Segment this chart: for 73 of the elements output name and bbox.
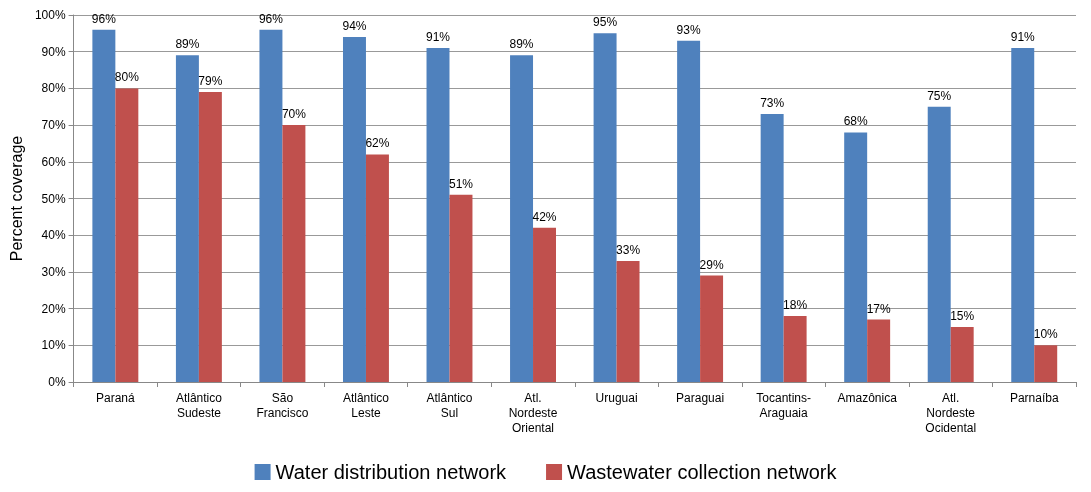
y-tick-label: 100% (34, 8, 66, 22)
data-label: 95% (593, 15, 618, 30)
bar (449, 194, 473, 382)
y-tick-label: 60% (41, 154, 66, 169)
data-label: 93% (676, 22, 701, 37)
bar (950, 326, 974, 382)
data-label: 89% (509, 37, 534, 52)
data-label: 80% (114, 70, 140, 85)
bar (616, 260, 640, 382)
y-axis-title: Percent coverage (7, 135, 25, 262)
y-tick-label: 40% (41, 228, 66, 243)
bar (115, 88, 139, 382)
bar (510, 55, 534, 382)
x-tick-label: Uruguai (595, 390, 638, 405)
x-tick-label: São Francisco (256, 390, 309, 420)
data-label: 91% (1010, 30, 1036, 45)
bar (92, 29, 116, 382)
bar (760, 114, 784, 382)
data-label: 33% (616, 242, 641, 257)
x-tick-label: Paraguai (676, 390, 725, 405)
data-label: 18% (783, 297, 808, 312)
bar (533, 227, 556, 382)
bar (1011, 48, 1035, 382)
legend-label: Wastewater collection network (567, 461, 838, 483)
data-label: 29% (699, 257, 724, 272)
data-label: 94% (342, 19, 367, 34)
x-tick-label: Atlântico Sul (426, 390, 473, 420)
data-label: 17% (866, 301, 891, 316)
data-label: 91% (425, 30, 451, 45)
y-tick-label: 30% (41, 264, 66, 279)
data-label: 51% (448, 176, 474, 191)
x-tick-label: Amazônica (837, 390, 898, 405)
data-label: 96% (258, 11, 284, 26)
legend-label: Water distribution network (275, 461, 508, 483)
x-tick-label: Paraná (96, 390, 136, 405)
bar (426, 48, 450, 382)
y-tick-label: 90% (41, 44, 66, 59)
bar (175, 55, 199, 382)
bar (282, 125, 306, 382)
x-tick-label: Atlântico Sudeste (175, 390, 223, 420)
data-label: 62% (365, 136, 390, 151)
bar (593, 33, 617, 382)
x-tick-label: Atlântico Leste (342, 390, 390, 420)
y-tick-label: 70% (41, 118, 66, 133)
bar (1034, 345, 1058, 382)
bar (342, 37, 366, 382)
data-label: 15% (950, 308, 975, 323)
x-tick-label: Atl. Nordeste Oriental (508, 390, 558, 435)
y-tick-label: 10% (41, 338, 66, 353)
data-label: 96% (91, 11, 117, 26)
x-tick-label: Atl. Nordeste Ocidental (925, 390, 977, 435)
data-label: 70% (281, 107, 307, 122)
bar (700, 275, 724, 382)
bar (365, 154, 389, 382)
y-tick-label: 20% (41, 301, 66, 316)
y-tick-label: 0% (48, 375, 66, 389)
data-label: 89% (175, 37, 200, 52)
data-label: 73% (760, 96, 785, 111)
x-tick-label: Tocantins- Araguaia (756, 390, 811, 420)
bar (783, 315, 807, 382)
bar (259, 29, 283, 382)
data-label: 79% (198, 74, 223, 89)
data-label: 75% (927, 88, 952, 103)
bar (677, 40, 701, 382)
bar (844, 132, 868, 382)
y-tick-label: 50% (41, 191, 66, 206)
bar (867, 319, 891, 382)
x-tick-label: Parnaíba (1009, 390, 1059, 405)
data-label: 10% (1033, 327, 1059, 342)
data-label: 68% (843, 114, 869, 129)
y-tick-label: 80% (41, 81, 66, 96)
bar (198, 92, 222, 382)
bar (927, 106, 951, 382)
